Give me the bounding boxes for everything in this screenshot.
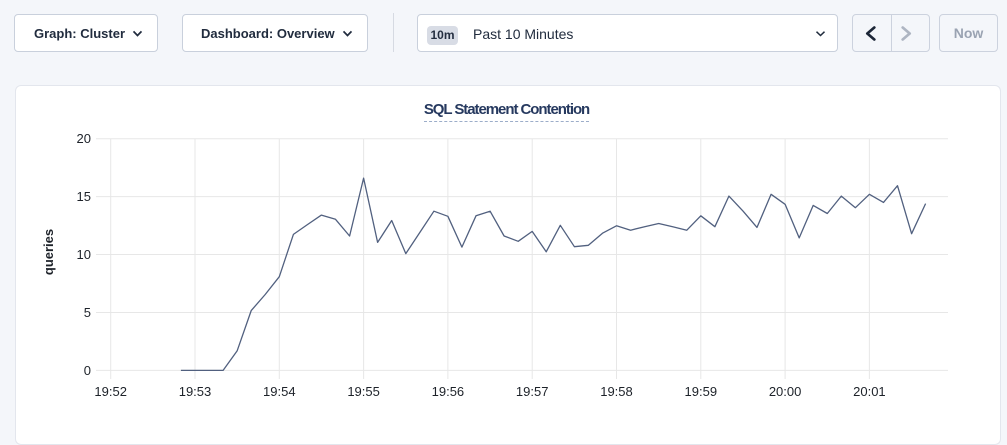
svg-text:20: 20: [77, 131, 91, 146]
svg-text:19:55: 19:55: [347, 384, 380, 399]
svg-text:20:00: 20:00: [769, 384, 802, 399]
svg-text:19:56: 19:56: [432, 384, 465, 399]
svg-text:10: 10: [77, 247, 91, 262]
svg-text:queries: queries: [41, 229, 56, 275]
svg-text:19:59: 19:59: [685, 384, 718, 399]
svg-text:5: 5: [84, 305, 91, 320]
svg-text:19:53: 19:53: [179, 384, 212, 399]
svg-text:20:01: 20:01: [853, 384, 886, 399]
svg-text:19:52: 19:52: [94, 384, 127, 399]
svg-text:15: 15: [77, 189, 91, 204]
svg-text:0: 0: [84, 363, 91, 378]
svg-text:19:57: 19:57: [516, 384, 549, 399]
svg-text:19:58: 19:58: [600, 384, 633, 399]
svg-text:19:54: 19:54: [263, 384, 296, 399]
